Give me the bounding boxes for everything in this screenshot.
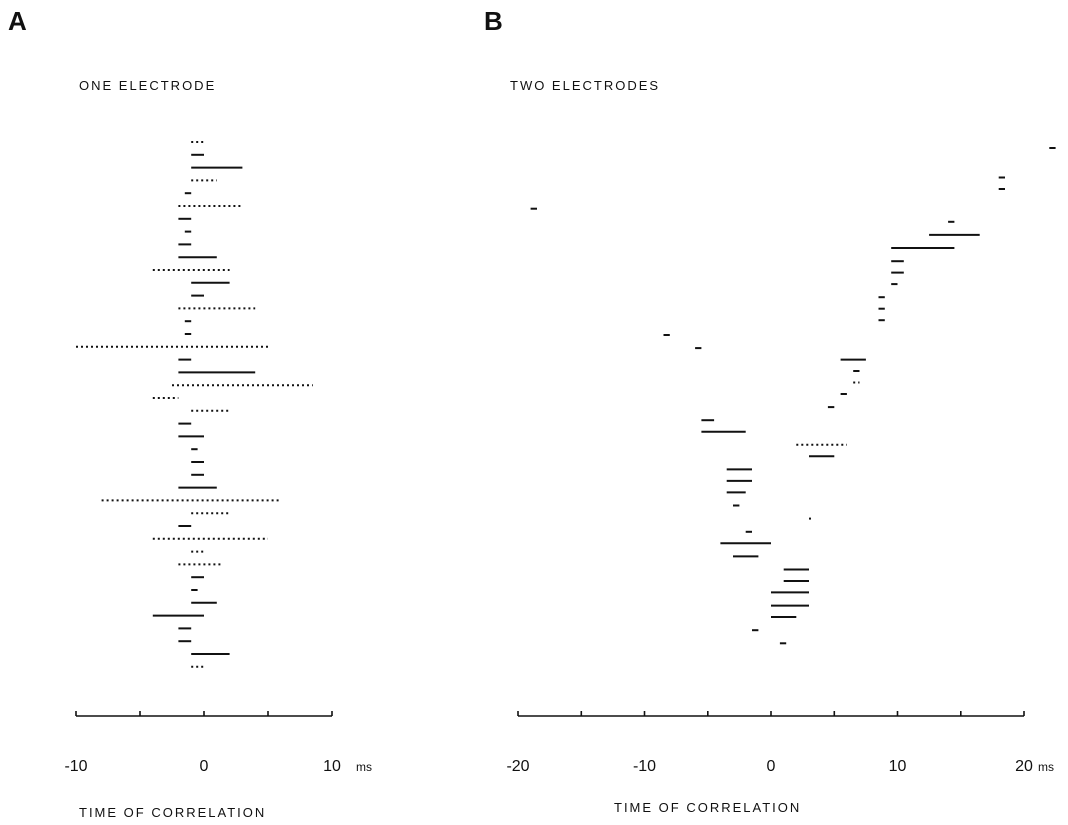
panel-b-x-unit: ms	[1038, 760, 1054, 774]
panel-b-tick-label-4: 10	[889, 758, 907, 775]
panel-b-x-label: TIME OF CORRELATION	[614, 800, 801, 815]
panel-a-x-unit: ms	[356, 760, 372, 774]
panel-b-tick-label-3: 0	[767, 758, 776, 775]
panel-b-title: TWO ELECTRODES	[510, 78, 660, 93]
panel-a-x-label: TIME OF CORRELATION	[79, 805, 266, 820]
panel-b-ticks	[517, 711, 1025, 716]
panel-b-tick-labels: -20 -10 0 10 20	[506, 758, 1033, 775]
panel-a: A ONE ELECTRODE -10 0 10 ms TIME OF CORREL…	[8, 6, 372, 820]
panel-b: B TWO ELECTRODES -20 -10 0 10 20 ms TIME OF …	[484, 6, 1056, 815]
panel-a-segments	[76, 141, 313, 668]
panel-b-tick-label-1: -20	[506, 758, 529, 775]
panel-b-tick-label-5: 20	[1015, 758, 1033, 775]
panel-a-title: ONE ELECTRODE	[79, 78, 216, 93]
panel-b-tick-label-2: -10	[633, 758, 656, 775]
panel-letter-a: A	[8, 6, 27, 36]
panel-a-ticks	[75, 711, 333, 716]
panel-letter-b: B	[484, 6, 503, 36]
panel-a-tick-labels: -10 0 10	[64, 758, 341, 775]
panel-a-tick-label-2: 0	[200, 758, 209, 775]
panel-a-tick-label-1: -10	[64, 758, 87, 775]
panel-a-tick-label-3: 10	[323, 758, 341, 775]
panel-b-segments	[530, 147, 1056, 645]
